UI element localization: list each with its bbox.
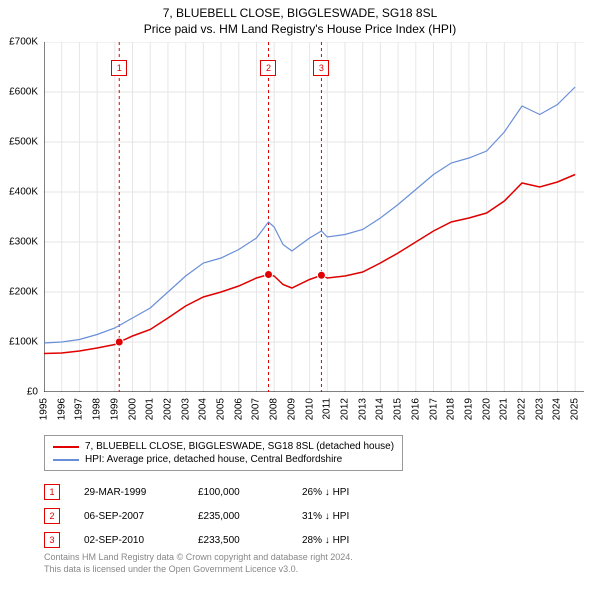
y-axis-label: £400K — [9, 187, 38, 198]
x-axis-label: 2023 — [534, 398, 545, 420]
legend: 7, BLUEBELL CLOSE, BIGGLESWADE, SG18 8SL… — [44, 435, 403, 471]
x-axis-label: 1999 — [109, 398, 120, 420]
event-price: £233,500 — [198, 535, 278, 546]
x-axis-label: 2006 — [233, 398, 244, 420]
y-axis-label: £500K — [9, 137, 38, 148]
legend-item: HPI: Average price, detached house, Cent… — [53, 453, 394, 466]
x-axis-label: 2018 — [446, 398, 457, 420]
x-axis-label: 2003 — [180, 398, 191, 420]
x-axis-label: 2013 — [357, 398, 368, 420]
x-axis-label: 2014 — [375, 398, 386, 420]
event-number: 3 — [44, 532, 60, 548]
y-axis-label: £0 — [27, 387, 38, 398]
chart-title: 7, BLUEBELL CLOSE, BIGGLESWADE, SG18 8SL — [0, 0, 600, 20]
x-axis-label: 1998 — [92, 398, 103, 420]
x-axis-label: 2015 — [393, 398, 404, 420]
x-axis-label: 2021 — [499, 398, 510, 420]
x-axis-label: 2004 — [198, 398, 209, 420]
chart-subtitle: Price paid vs. HM Land Registry's House … — [0, 20, 600, 36]
event-marker-box: 1 — [111, 60, 127, 76]
event-date: 29-MAR-1999 — [84, 487, 174, 498]
chart-container: 7, BLUEBELL CLOSE, BIGGLESWADE, SG18 8SL… — [0, 0, 600, 590]
x-axis-label: 2024 — [552, 398, 563, 420]
x-axis-label: 2000 — [127, 398, 138, 420]
events-table: 1 29-MAR-1999 £100,000 26% ↓ HPI 2 06-SEP-200… — [44, 480, 402, 552]
x-axis-label: 1995 — [39, 398, 50, 420]
x-axis-label: 2009 — [286, 398, 297, 420]
footer-line1: Contains HM Land Registry data © Crown c… — [44, 552, 353, 564]
x-axis-label: 2019 — [463, 398, 474, 420]
y-axis-label: £700K — [9, 37, 38, 48]
event-diff: 31% ↓ HPI — [302, 511, 402, 522]
event-marker-box: 2 — [260, 60, 276, 76]
footer: Contains HM Land Registry data © Crown c… — [44, 552, 353, 575]
legend-swatch — [53, 446, 79, 448]
x-axis-label: 2007 — [251, 398, 262, 420]
x-axis-label: 2001 — [145, 398, 156, 420]
event-diff: 28% ↓ HPI — [302, 535, 402, 546]
x-axis-label: 2012 — [339, 398, 350, 420]
x-axis-label: 2011 — [322, 398, 333, 420]
event-date: 02-SEP-2010 — [84, 535, 174, 546]
x-axis-label: 2016 — [410, 398, 421, 420]
event-marker-box: 3 — [313, 60, 329, 76]
chart-svg — [44, 42, 584, 392]
event-number: 2 — [44, 508, 60, 524]
event-number: 1 — [44, 484, 60, 500]
x-axis-label: 1997 — [74, 398, 85, 420]
footer-line2: This data is licensed under the Open Gov… — [44, 564, 353, 576]
x-axis-label: 2010 — [304, 398, 315, 420]
event-price: £100,000 — [198, 487, 278, 498]
y-axis-label: £200K — [9, 287, 38, 298]
event-date: 06-SEP-2007 — [84, 511, 174, 522]
event-row: 3 02-SEP-2010 £233,500 28% ↓ HPI — [44, 528, 402, 552]
x-axis-label: 2008 — [269, 398, 280, 420]
event-row: 1 29-MAR-1999 £100,000 26% ↓ HPI — [44, 480, 402, 504]
event-diff: 26% ↓ HPI — [302, 487, 402, 498]
legend-label: HPI: Average price, detached house, Cent… — [85, 454, 342, 465]
x-axis-label: 2002 — [162, 398, 173, 420]
chart-area: £0£100K£200K£300K£400K£500K£600K£700K199… — [44, 42, 584, 392]
x-axis-label: 2025 — [570, 398, 581, 420]
legend-item: 7, BLUEBELL CLOSE, BIGGLESWADE, SG18 8SL… — [53, 440, 394, 453]
x-axis-label: 2017 — [428, 398, 439, 420]
y-axis-label: £100K — [9, 337, 38, 348]
event-row: 2 06-SEP-2007 £235,000 31% ↓ HPI — [44, 504, 402, 528]
x-axis-label: 2022 — [517, 398, 528, 420]
y-axis-label: £300K — [9, 237, 38, 248]
event-price: £235,000 — [198, 511, 278, 522]
x-axis-label: 2020 — [481, 398, 492, 420]
x-axis-label: 1996 — [56, 398, 67, 420]
y-axis-label: £600K — [9, 87, 38, 98]
legend-swatch — [53, 459, 79, 461]
legend-label: 7, BLUEBELL CLOSE, BIGGLESWADE, SG18 8SL… — [85, 441, 394, 452]
x-axis-label: 2005 — [216, 398, 227, 420]
